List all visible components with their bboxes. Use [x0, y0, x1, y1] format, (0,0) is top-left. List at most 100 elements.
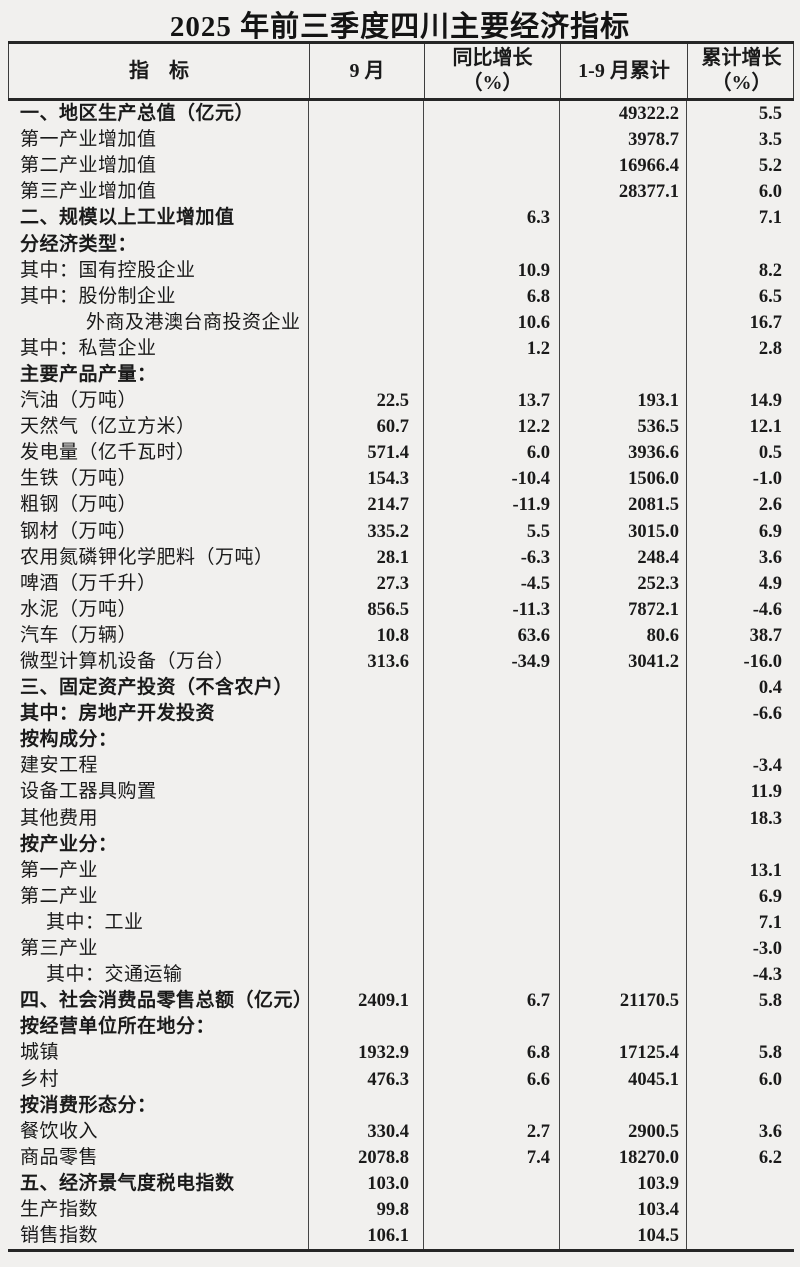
table-row: 第三产业 -3.0	[8, 936, 794, 963]
row-label: 主要产品产量：	[20, 363, 157, 385]
row-label: 按消费形态分：	[20, 1094, 157, 1116]
row-label: 粗钢（万吨）	[20, 494, 138, 516]
value-yoy-growth	[423, 153, 559, 180]
value-cumulative: 103.4	[559, 1196, 686, 1224]
row-label: 乡村	[20, 1068, 60, 1090]
value-cumulative: 193.1	[559, 388, 686, 415]
value-cumulative-growth: -3.4	[686, 753, 794, 780]
value-cumulative: 18270.0	[559, 1144, 686, 1171]
row-label: 设备工器具购置	[20, 781, 157, 803]
value-september	[308, 335, 423, 362]
value-cumulative-growth: 4.9	[686, 570, 794, 597]
table-row: 其中：交通运输 -4.3	[8, 962, 794, 989]
value-cumulative-growth	[686, 1014, 794, 1041]
value-september	[308, 257, 423, 284]
row-label: 二、规模以上工业增加值	[20, 207, 235, 229]
value-september	[308, 936, 423, 963]
row-label: 三、固定资产投资（不含农户）	[20, 677, 294, 699]
value-september	[308, 831, 423, 858]
table-row: 二、规模以上工业增加值 6.3 7.1	[8, 205, 794, 232]
table-row: 发电量（亿千瓦时） 571.4 6.0 3936.6 0.5	[8, 440, 794, 467]
value-cumulative-growth: 3.6	[686, 544, 794, 571]
value-cumulative-growth: 14.9	[686, 388, 794, 415]
table-row: 五、经济景气度税电指数 103.0 103.9	[8, 1170, 794, 1197]
row-label: 水泥（万吨）	[20, 598, 138, 620]
table-row: 第一产业 13.1	[8, 857, 794, 884]
table-row: 其中：工业 7.1	[8, 909, 794, 936]
value-yoy-growth	[423, 101, 559, 128]
row-label: 其中：国有控股企业	[20, 259, 196, 281]
value-september: 10.8	[308, 622, 423, 649]
value-yoy-growth	[423, 1223, 559, 1250]
value-cumulative: 2081.5	[559, 492, 686, 519]
table-top-rule	[8, 41, 794, 44]
column-header-label: 1-9 月累计	[578, 59, 670, 82]
value-september: 27.3	[308, 570, 423, 597]
value-september	[308, 153, 423, 180]
value-yoy-growth: -11.3	[423, 596, 559, 623]
row-label: 城镇	[20, 1042, 60, 1064]
value-cumulative: 3015.0	[559, 518, 686, 545]
row-label: 外商及港澳台商投资企业	[86, 311, 301, 333]
table-row: 粗钢（万吨） 214.7 -11.9 2081.5 2.6	[8, 492, 794, 519]
value-yoy-growth: 10.6	[423, 309, 559, 336]
table-row: 建安工程 -3.4	[8, 753, 794, 780]
value-yoy-growth	[423, 1014, 559, 1041]
row-label: 一、地区生产总值（亿元）	[20, 103, 255, 125]
value-yoy-growth: 6.7	[423, 988, 559, 1015]
row-label: 啤酒（万千升）	[20, 572, 157, 594]
value-yoy-growth	[423, 753, 559, 780]
value-cumulative-growth: 6.0	[686, 179, 794, 206]
row-label: 第三产业	[20, 938, 99, 960]
value-yoy-growth: 5.5	[423, 518, 559, 545]
value-cumulative: 4045.1	[559, 1066, 686, 1093]
value-cumulative: 252.3	[559, 570, 686, 597]
column-header-label: 9 月	[349, 59, 385, 82]
value-cumulative-growth: 12.1	[686, 414, 794, 441]
value-september	[308, 179, 423, 206]
table-row: 其中：私营企业 1.2 2.8	[8, 335, 794, 362]
value-cumulative: 536.5	[559, 414, 686, 441]
value-cumulative	[559, 753, 686, 780]
value-september: 2078.8	[308, 1144, 423, 1171]
value-cumulative: 1506.0	[559, 466, 686, 493]
value-september	[308, 205, 423, 232]
value-cumulative-growth	[686, 1196, 794, 1224]
value-cumulative-growth: 5.8	[686, 1040, 794, 1067]
value-september	[308, 753, 423, 780]
row-label: 其中：房地产开发投资	[20, 703, 216, 725]
value-september	[308, 701, 423, 728]
column-header-unit: （%）	[462, 72, 523, 94]
row-label: 第一产业	[20, 859, 99, 881]
value-cumulative: 17125.4	[559, 1040, 686, 1067]
value-september	[308, 127, 423, 154]
value-cumulative: 3041.2	[559, 648, 686, 676]
value-september	[308, 909, 423, 936]
value-yoy-growth: -6.3	[423, 544, 559, 571]
table-row: 主要产品产量：	[8, 361, 794, 389]
value-yoy-growth	[423, 1092, 559, 1119]
value-cumulative	[559, 779, 686, 806]
value-cumulative: 248.4	[559, 544, 686, 571]
row-label: 其中：股份制企业	[20, 285, 177, 307]
value-cumulative-growth	[686, 361, 794, 389]
value-cumulative	[559, 936, 686, 963]
table-row: 汽车（万辆） 10.8 63.6 80.6 38.7	[8, 622, 794, 649]
value-cumulative-growth: 5.2	[686, 153, 794, 180]
value-september: 476.3	[308, 1066, 423, 1093]
value-yoy-growth	[423, 231, 559, 258]
value-september: 106.1	[308, 1223, 423, 1250]
value-september	[308, 805, 423, 832]
row-label: 汽油（万吨）	[20, 390, 138, 412]
value-september	[308, 857, 423, 884]
column-header-indicator: 指 标	[9, 44, 309, 98]
row-label: 其中：交通运输	[46, 964, 183, 986]
table-row: 城镇 1932.9 6.8 17125.4 5.8	[8, 1040, 794, 1067]
value-cumulative: 3936.6	[559, 440, 686, 467]
value-september: 330.4	[308, 1118, 423, 1145]
value-cumulative-growth: 2.6	[686, 492, 794, 519]
value-cumulative-growth: 6.2	[686, 1144, 794, 1171]
value-cumulative-growth: 0.4	[686, 675, 794, 702]
column-header-label: 同比增长	[452, 47, 533, 69]
